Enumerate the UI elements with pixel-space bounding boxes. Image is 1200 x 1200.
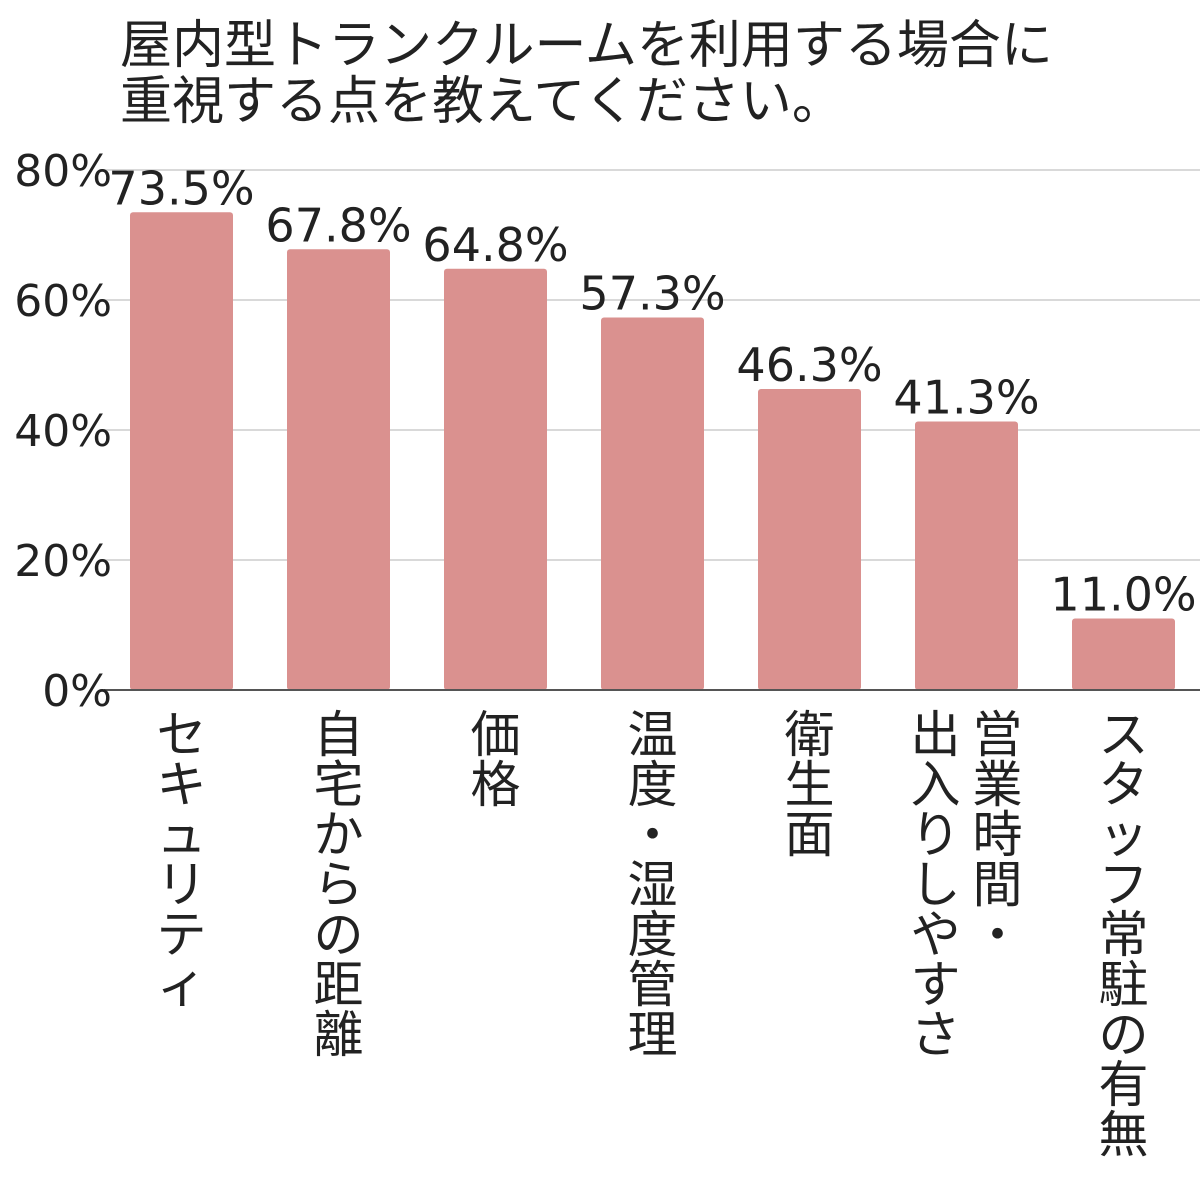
category-label-6-col-2: 営業時間・ [973, 706, 1023, 964]
category-label-7: スタッフ常駐の有無 [1099, 706, 1149, 1164]
value-label-4: 57.3% [579, 267, 725, 321]
bar-4 [601, 317, 704, 690]
y-tick-label-80: 80% [14, 146, 112, 197]
value-labels: 73.5%67.8% 64.8%57.3%46.3%41.3% 11.0% [108, 161, 1196, 621]
chart-title-line-2: 重視する点を教えてください。 [120, 72, 844, 132]
category-label-6-col-1: 出入りしやすさ [911, 706, 961, 1064]
bar-3 [444, 268, 547, 690]
value-label-7: 11.0% [1050, 568, 1196, 622]
category-label-1: セキュリティ [157, 706, 207, 1014]
value-label-2: 67.8% [265, 198, 411, 252]
value-label-6: 41.3% [893, 371, 1039, 425]
category-label-2: 自宅からの距離 [314, 706, 364, 1064]
y-tick-label-40: 40% [14, 406, 112, 457]
y-tick-label-60: 60% [14, 276, 112, 327]
y-tick-label-20: 20% [14, 536, 112, 587]
chart-title-line-1: 屋内型トランクルームを利用する場合に [120, 16, 1053, 76]
category-label-3: 価格 [471, 706, 521, 814]
bar-2 [287, 249, 390, 691]
chart-title: 屋内型トランクルームを利用する場合に 重視する点を教えてください。 [120, 18, 1180, 130]
y-tick-labels: 0% 20% 40% 60% 80% [14, 146, 112, 717]
value-label-3: 64.8% [422, 218, 568, 272]
bar-5 [758, 389, 861, 690]
value-label-5: 46.3% [736, 338, 882, 392]
bar-7 [1072, 618, 1175, 690]
bar-1 [130, 212, 233, 690]
y-tick-label-0: 0% [42, 666, 112, 717]
category-label-5: 衛生面 [785, 706, 835, 864]
category-label-4: 温度・湿度管理 [628, 706, 678, 1064]
bar-6 [915, 421, 1018, 690]
value-label-1: 73.5% [108, 161, 254, 215]
bars [130, 212, 1175, 691]
